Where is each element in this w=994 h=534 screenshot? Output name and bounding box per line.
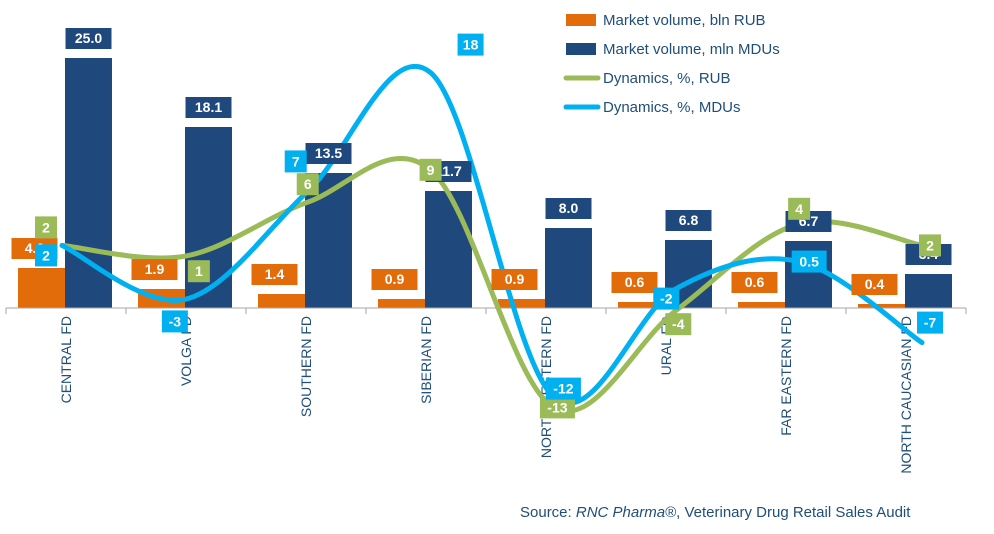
x-tick-label-north-caucasian-fd: NORTH CAUCASIAN FD [898,316,914,474]
line-label-box-dynamics-mdus-3 [457,33,484,56]
line-label-box-dynamics-mdus-5 [653,287,680,310]
line-dynamics-mdus [59,63,925,406]
x-tick-label-siberian-fd: SIBERIAN FD [418,316,434,404]
line-label-box-dynamics-mdus-4 [545,377,581,400]
line-label-box-dynamics-rub-5 [665,313,692,336]
bar-label-box-market-volume-bln-rub-5 [611,272,658,293]
line-label-box-dynamics-mdus-6 [791,250,827,273]
source-suffix: , Veterinary Drug Retail Sales Audit [676,504,911,521]
legend-label-market-volume-mln-mdus: Market volume, mln MDUs [603,41,780,58]
line-label-box-dynamics-rub-2 [296,173,319,196]
bar-label-box-market-volume-mln-mdus-5 [665,210,712,231]
bar-label-box-market-volume-bln-rub-7 [851,274,898,295]
line-label-dynamics-rub-7: 2 [926,237,934,253]
line-label-dynamics-mdus-5: -2 [660,291,673,307]
lines-layer [59,63,925,414]
bar-label-box-market-volume-bln-rub-3 [371,269,418,290]
line-label-dynamics-rub-4: -13 [547,399,567,415]
line-label-box-dynamics-rub-3 [419,158,442,181]
bar-market-volume-bln-rub-7 [858,304,905,308]
line-label-box-dynamics-mdus-7 [917,311,943,334]
line-label-dynamics-mdus-2: 7 [292,153,300,169]
bar-label-market-volume-bln-rub-6: 0.6 [745,274,765,290]
x-tick-label-central-fd: CENTRAL FD [58,316,74,403]
bar-label-market-volume-bln-rub-2: 1.4 [265,266,285,282]
bar-label-box-market-volume-bln-rub-1 [131,259,178,280]
bar-label-box-market-volume-bln-rub-4 [491,269,538,290]
bar-market-volume-bln-rub-5 [618,302,665,308]
bar-market-volume-mln-mdus-4 [545,228,592,308]
line-label-dynamics-rub-2: 6 [304,176,312,192]
bar-label-market-volume-bln-rub-3: 0.9 [385,271,405,287]
x-tick-label-volga-fd: VOLGA FD [178,316,194,386]
bar-label-market-volume-bln-rub-7: 0.4 [865,276,885,292]
line-label-dynamics-mdus-4: -12 [553,381,573,397]
bar-market-volume-mln-mdus-7 [905,274,952,308]
bar-label-market-volume-bln-rub-1: 1.9 [145,261,165,277]
bar-market-volume-mln-mdus-0 [65,58,112,308]
legend-label-dynamics-rub: Dynamics, %, RUB [603,70,731,87]
bar-label-box-market-volume-mln-mdus-4 [545,198,592,219]
line-label-dynamics-rub-5: -4 [672,316,685,332]
line-label-dynamics-mdus-7: -7 [924,315,937,331]
bar-market-volume-bln-rub-4 [498,299,545,308]
bar-label-market-volume-bln-rub-4: 0.9 [505,271,525,287]
legend: Market volume, bln RUB Market volume, mln… [563,12,780,116]
line-label-dynamics-rub-0: 2 [42,219,50,235]
line-label-box-dynamics-rub-7 [919,234,941,257]
bar-label-box-market-volume-bln-rub-6 [731,272,778,293]
source-brand: RNC Pharma® [575,504,677,521]
bar-label-market-volume-mln-mdus-3: 11.7 [435,163,462,179]
line-label-box-dynamics-mdus-2 [284,150,307,173]
bar-market-volume-bln-rub-0 [18,268,65,308]
bar-label-market-volume-mln-mdus-4: 8.0 [559,200,579,216]
line-label-box-dynamics-rub-1 [187,260,210,283]
line-dynamics-rub [59,155,925,414]
legend-label-dynamics-mdus: Dynamics, %, MDUs [603,99,741,116]
x-tick-label-southern-fd: SOUTHERN FD [298,316,314,417]
bar-market-volume-mln-mdus-2 [305,173,352,308]
bar-market-volume-bln-rub-2 [258,294,305,308]
data-labels-layer: 4.01.9 1.4 0.9 0.9 0.6 0.6 0.425.018.113.511.7… [11,28,952,419]
line-label-dynamics-mdus-3: 18 [463,37,479,53]
line-label-box-dynamics-mdus-1 [161,310,188,333]
bar-label-box-market-volume-mln-mdus-2 [305,143,352,164]
line-label-dynamics-mdus-0: 2 [42,247,50,263]
bar-label-market-volume-bln-rub-5: 0.6 [625,274,645,290]
bar-label-market-volume-mln-mdus-0: 25.0 [75,30,102,46]
bar-market-volume-bln-rub-3 [378,299,425,308]
bar-label-box-market-volume-mln-mdus-1 [185,97,232,118]
line-label-dynamics-mdus-1: -3 [169,313,182,329]
line-label-dynamics-mdus-6: 0.5 [799,254,819,270]
bar-market-volume-mln-mdus-3 [425,191,472,308]
bar-label-box-market-volume-mln-mdus-0 [65,28,112,49]
source-note: Source: RNC Pharma®, Veterinary Drug Ret… [520,504,910,521]
x-axis: CENTRAL FD VOLGA FD SOUTHERN FD SIBERIAN FD… [5,307,967,474]
line-label-box-dynamics-rub-6 [788,197,811,220]
bar-label-box-market-volume-bln-rub-2 [251,264,298,285]
line-label-box-dynamics-mdus-0 [35,244,57,267]
legend-label-market-volume-bln-rub: Market volume, bln RUB [603,12,766,29]
line-label-dynamics-rub-6: 4 [795,201,803,217]
line-label-dynamics-rub-3: 9 [427,162,435,178]
line-label-box-dynamics-rub-4 [539,396,575,419]
legend-swatch-market-volume-mln-mdus [566,43,596,55]
bar-market-volume-bln-rub-6 [738,302,785,308]
bar-label-market-volume-mln-mdus-2: 13.5 [315,145,342,161]
bar-label-market-volume-mln-mdus-5: 6.8 [679,212,699,228]
legend-swatch-market-volume-bln-rub [566,14,596,26]
source-prefix: Source: [520,504,576,521]
line-label-box-dynamics-rub-0 [35,216,57,239]
x-tick-label-far-eastern-fd: FAR EASTERN FD [778,316,794,436]
bar-label-market-volume-mln-mdus-1: 18.1 [195,99,222,115]
line-label-dynamics-rub-1: 1 [195,263,203,279]
